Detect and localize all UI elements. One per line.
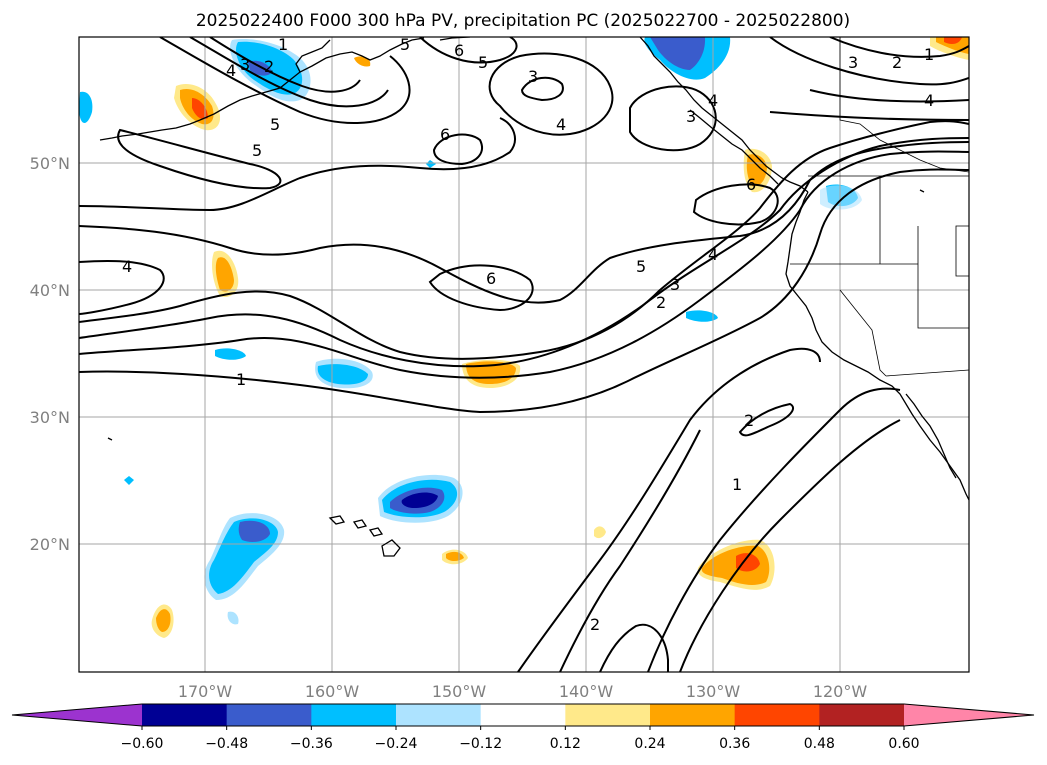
pv-contours — [79, 37, 969, 672]
contour-label: 3 — [670, 275, 680, 294]
colorbar-tick-label: −0.60 — [121, 736, 164, 752]
colorbar-swatch — [311, 704, 397, 726]
lon-label: 120°W — [813, 682, 868, 701]
colorbar-swatch — [396, 704, 482, 726]
borders — [790, 37, 969, 377]
lon-label: 140°W — [559, 682, 614, 701]
contour-label: 5 — [252, 141, 262, 160]
graticule — [79, 37, 969, 672]
colorbar-swatch — [650, 704, 736, 726]
lon-label: 170°W — [178, 682, 233, 701]
contour-label: 2 — [892, 53, 902, 72]
lat-label: 30°N — [30, 408, 70, 427]
contour-label: 5 — [400, 35, 410, 54]
contour-label: 4 — [226, 61, 236, 80]
colorbar-tick-label: −0.24 — [375, 736, 418, 752]
colorbar-swatch — [734, 704, 820, 726]
contour-label: 6 — [746, 175, 756, 194]
contour-label: 2 — [656, 293, 666, 312]
colorbar-swatch — [226, 704, 312, 726]
contour-label: 1 — [924, 45, 934, 64]
map-area: 1 1 2 2 2 3 3 3 4 4 4 4 5 5 5 5 6 6 6 6 … — [79, 35, 969, 672]
lat-label: 40°N — [30, 281, 70, 300]
contour-label: 1 — [236, 370, 246, 389]
colorbar-tick-label: 0.48 — [804, 736, 835, 752]
colorbar-tick-label: 0.24 — [634, 736, 665, 752]
colorbar-tick-label: −0.12 — [459, 736, 502, 752]
colorbar-swatch — [819, 704, 905, 726]
contour-labels: 1 1 2 2 2 3 3 3 4 4 4 4 5 5 5 5 6 6 6 6 … — [122, 35, 934, 634]
contour-label: 2 — [264, 57, 274, 76]
contour-label: 1 — [278, 35, 288, 54]
colorbar-extend-low — [12, 704, 142, 726]
contour-label: 6 — [454, 41, 464, 60]
contour-label: 4 — [122, 257, 132, 276]
coastlines — [99, 37, 969, 557]
contour-label: 3 — [528, 67, 538, 86]
colorbar-extend-high — [904, 704, 1034, 726]
contour-label: 4 — [708, 91, 718, 110]
contour-label: 3 — [240, 55, 250, 74]
lat-axis: 50°N 40°N 30°N 20°N — [30, 154, 70, 554]
contour-label: 5 — [270, 115, 280, 134]
map-frame — [78, 36, 970, 673]
contour-label: 4 — [556, 115, 566, 134]
colorbar: −0.60 −0.48 −0.36 −0.24 −0.12 0.12 0.24 0.36 0.4… — [11, 703, 1035, 752]
colorbar-tick-label: 0.60 — [888, 736, 919, 752]
lat-label: 20°N — [30, 535, 70, 554]
colorbar-tick-label: −0.48 — [205, 736, 248, 752]
figure-title: 2025022400 F000 300 hPa PV, precipitatio… — [196, 11, 850, 31]
lat-label: 50°N — [30, 154, 70, 173]
contour-label: 3 — [686, 107, 696, 126]
contour-label: 5 — [636, 257, 646, 276]
contour-label: 6 — [486, 269, 496, 288]
colorbar-swatch — [480, 704, 566, 726]
colorbar-tick-label: −0.36 — [290, 736, 333, 752]
lon-axis: 170°W 160°W 150°W 140°W 130°W 120°W — [178, 682, 868, 701]
contour-label: 6 — [440, 125, 450, 144]
lon-label: 160°W — [305, 682, 360, 701]
contour-label: 2 — [590, 615, 600, 634]
colorbar-swatch — [565, 704, 651, 726]
contour-label: 4 — [924, 91, 934, 110]
contour-label: 5 — [478, 53, 488, 72]
contour-label: 1 — [732, 475, 742, 494]
colorbar-tick-label: 0.36 — [719, 736, 750, 752]
contour-label: 4 — [708, 245, 718, 264]
lon-label: 130°W — [686, 682, 741, 701]
colorbar-swatch — [142, 704, 228, 726]
contour-label: 3 — [848, 53, 858, 72]
contour-label: 2 — [744, 411, 754, 430]
colorbar-tick-label: 0.12 — [550, 736, 581, 752]
lon-label: 150°W — [432, 682, 487, 701]
